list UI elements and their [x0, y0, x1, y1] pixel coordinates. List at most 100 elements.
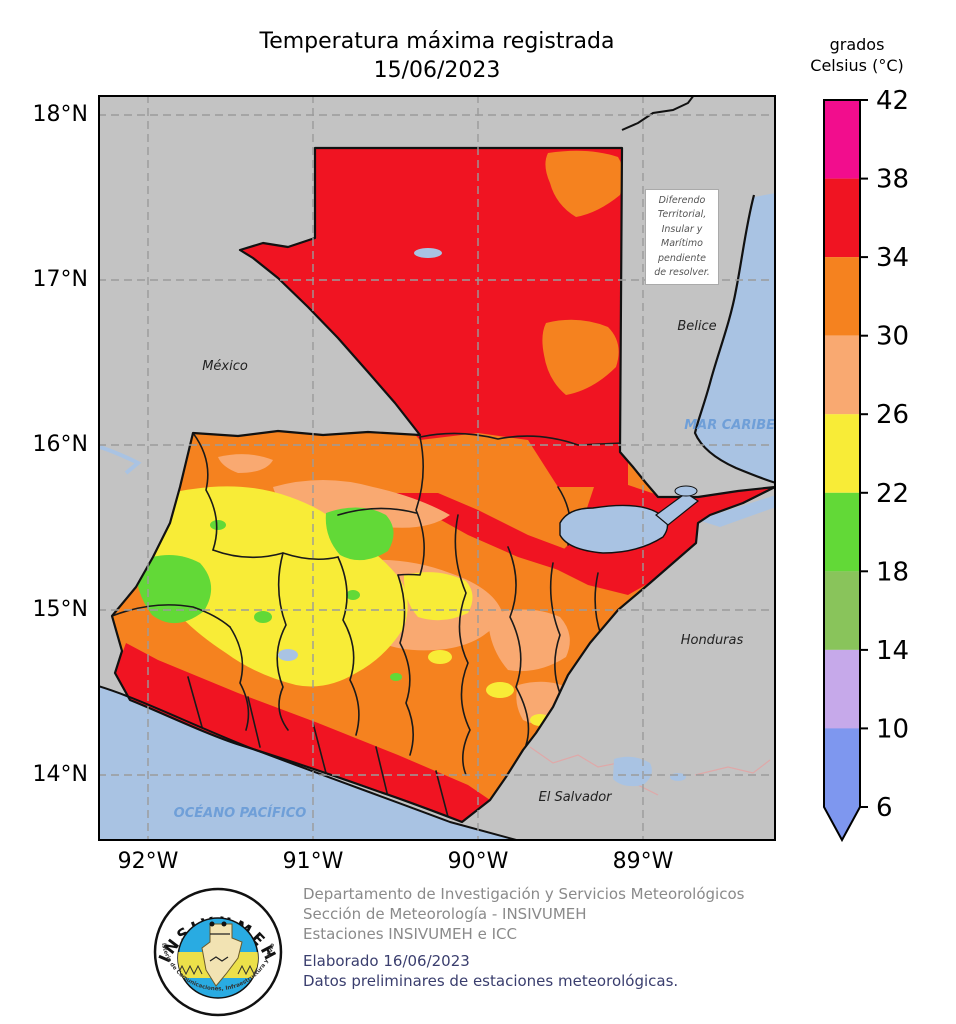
- guatemala-outline: [110, 146, 776, 824]
- cb-seg-26-30: [824, 335, 860, 415]
- cb-tick-labels: 42 38 34 30 26 22 18 14 10 6: [876, 88, 909, 823]
- cb-tick-22: 22: [876, 479, 909, 509]
- dispute-line: pendiente: [657, 252, 706, 264]
- cb-seg-38-42: [824, 100, 860, 179]
- temp-zone-yellow-speck1: [486, 682, 514, 698]
- label-mexico: México: [202, 359, 248, 374]
- logo-seismo-trace-right: [237, 964, 258, 976]
- footer-dept-line3: Estaciones INSIVUMEH e ICC: [303, 925, 517, 943]
- chart-title-line2: 15/06/2023: [373, 58, 501, 83]
- logo-dot-right: [221, 921, 227, 927]
- plot-frame: [98, 95, 776, 841]
- dispute-line: Marítimo: [661, 238, 703, 249]
- cb-tick-26: 26: [876, 400, 909, 430]
- lake-el-golfete: [674, 485, 698, 497]
- temp-zone-red-pacific-coast: [115, 643, 490, 822]
- label-el-salvador: El Salvador: [539, 790, 614, 805]
- cb-tick-14: 14: [876, 636, 909, 666]
- footer-preliminary-note: Datos preliminares de estaciones meteoro…: [303, 972, 679, 990]
- xtick-89w: 89°W: [612, 849, 674, 874]
- gridlines: [98, 95, 776, 841]
- cb-seg-22-26: [824, 414, 860, 493]
- ytick-16n: 16°N: [32, 432, 88, 457]
- temp-zone-red-motagua: [393, 493, 628, 587]
- cb-seg-18-22: [824, 492, 860, 572]
- cb-seg-6-10: [824, 728, 860, 807]
- footer-note: Elaborado 16/06/2023 Datos preliminares …: [303, 951, 678, 991]
- colorbar-title-line1: grados: [829, 35, 885, 54]
- cb-extend-arrow: [824, 807, 860, 840]
- footer-dept-line2: Sección de Meteorología - INSIVUMEH: [303, 905, 587, 923]
- cb-tick-10: 10: [876, 714, 909, 744]
- temp-zone-yellow-speck3: [428, 650, 452, 664]
- department-borders: [112, 432, 623, 818]
- label-honduras: Honduras: [681, 633, 744, 648]
- cb-tick-marks: [860, 99, 868, 808]
- lakes: [99, 248, 700, 787]
- honduras-coast-sea: [698, 495, 776, 527]
- temp-zone-orange-patch-e: [542, 319, 619, 395]
- dispute-line: Insular y: [661, 223, 703, 235]
- chart-title: Temperatura máxima registrada 15/06/2023: [98, 27, 776, 85]
- xtick-90w: 90°W: [447, 849, 509, 874]
- ytick-18n: 18°N: [32, 102, 88, 127]
- lake-guija: [613, 756, 652, 787]
- cb-tick-30: 30: [876, 322, 909, 352]
- caribbean-sea: [695, 193, 776, 483]
- belize-north-border: [621, 95, 695, 131]
- cb-tick-6: 6: [876, 793, 893, 823]
- logo-map-marks: [209, 933, 230, 962]
- temp-zone-green-speck2: [346, 590, 360, 600]
- ytick-17n: 17°N: [32, 267, 88, 292]
- pacific-ocean: [98, 686, 520, 841]
- lake-atitlan: [278, 649, 298, 661]
- territorial-dispute-note: Diferendo Territorial, Insular y Marítim…: [645, 189, 719, 285]
- footer-dept-line1: Departamento de Investigación y Servicio…: [303, 885, 745, 903]
- logo-dot-left: [209, 921, 215, 927]
- cb-seg-30-34: [824, 257, 860, 336]
- label-oceano-pacifico: OCÉANO PACÍFICO: [174, 805, 307, 821]
- dispute-line: Diferendo: [658, 194, 706, 206]
- lake-peten-itza: [414, 248, 442, 258]
- chart-title-line1: Temperatura máxima registrada: [259, 29, 615, 54]
- cb-tick-38: 38: [876, 165, 909, 195]
- label-mar-caribe: MAR CARIBE: [684, 418, 775, 433]
- rio-dulce: [655, 492, 700, 526]
- cb-outline: [823, 99, 861, 843]
- temperature-colorbar: 42 38 34 30 26 22 18 14 10 6: [823, 88, 909, 843]
- cb-tick-18: 18: [876, 557, 909, 587]
- temp-zone-green-speck1: [254, 611, 272, 623]
- cb-tick-34: 34: [876, 243, 909, 273]
- temp-zone-green-speck3: [390, 673, 402, 681]
- temp-zone-yellow-tongue: [403, 572, 473, 621]
- mexico-river: [99, 445, 142, 475]
- cb-seg-34-38: [824, 178, 860, 258]
- insivumeh-logo: INSIVUMEH Ministerio de Comunicaciones, …: [152, 886, 283, 1017]
- xtick-92w: 92°W: [117, 849, 179, 874]
- temp-zone-green1: [325, 507, 394, 561]
- xtick-91w: 91°W: [282, 849, 344, 874]
- temp-zone-red-peten: [228, 148, 628, 487]
- logo-guatemala-silhouette: [201, 923, 243, 987]
- pacific-coastline: [98, 685, 521, 841]
- cb-tick-42: 42: [876, 88, 909, 116]
- footer-credits: Departamento de Investigación y Servicio…: [303, 884, 744, 944]
- honduras-internal-border: [694, 759, 771, 776]
- logo-seismo-trace-left: [178, 964, 203, 976]
- ytick-14n: 14°N: [32, 762, 88, 787]
- footer-elaborated-date: Elaborado 16/06/2023: [303, 952, 470, 970]
- colorbar-title: grados Celsius (°C): [782, 34, 932, 76]
- belize-coastline: [693, 194, 776, 485]
- lake-speck-el-salvador: [670, 773, 686, 781]
- dispute-line: Territorial,: [657, 209, 707, 220]
- cb-seg-14-18: [824, 571, 860, 650]
- temp-zone-peach-east1: [488, 609, 570, 672]
- dispute-line: de resolver.: [654, 267, 710, 278]
- temp-zone-green-speck4: [210, 520, 226, 530]
- colorbar-title-line2: Celsius (°C): [810, 56, 904, 75]
- cb-seg-10-14: [824, 649, 860, 729]
- temp-zone-peach-west: [218, 454, 273, 473]
- ytick-15n: 15°N: [32, 597, 88, 622]
- temp-zone-orange-patch-ne: [545, 150, 624, 217]
- label-belize: Belice: [677, 319, 716, 334]
